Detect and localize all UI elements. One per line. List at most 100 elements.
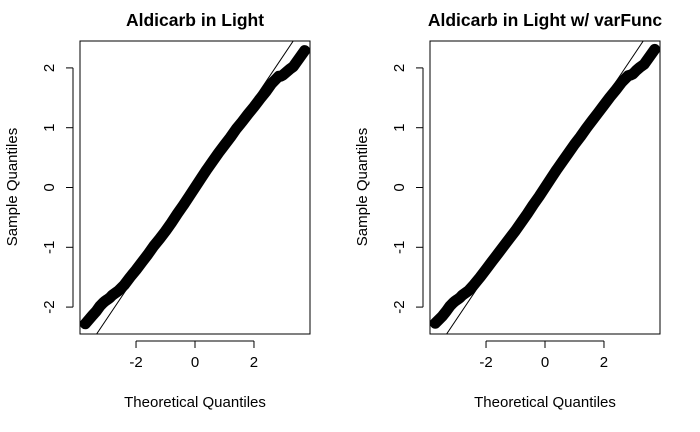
qq-point xyxy=(95,301,105,310)
qq-point xyxy=(120,280,129,290)
qq-point xyxy=(445,301,455,310)
qq-point xyxy=(635,63,645,72)
qq-point xyxy=(476,273,485,282)
qq-point-band xyxy=(80,45,310,330)
qq-point xyxy=(161,227,170,236)
qq-point xyxy=(243,109,253,119)
y-tick-label: -2 xyxy=(41,300,58,313)
plot-frame xyxy=(79,40,311,335)
y-tick-label: -2 xyxy=(391,300,408,313)
qq-point xyxy=(481,265,491,274)
qq-point xyxy=(487,257,497,266)
qq-point xyxy=(300,46,309,55)
qq-point xyxy=(131,265,141,275)
qq-point xyxy=(593,108,603,117)
plot-content xyxy=(430,41,660,334)
qq-point xyxy=(255,94,264,104)
qq-point xyxy=(442,307,451,316)
y-axis-label: Sample Quantiles xyxy=(4,128,21,246)
qq-point xyxy=(261,87,270,96)
qq-point xyxy=(576,132,585,141)
y-tick-label: -1 xyxy=(391,241,408,254)
qq-point xyxy=(179,201,188,210)
qq-point xyxy=(617,78,626,87)
qq-point xyxy=(149,242,158,251)
plot-content xyxy=(80,41,310,334)
qq-point xyxy=(185,192,194,201)
qq-point xyxy=(126,273,135,282)
qq-point xyxy=(517,218,526,227)
qq-point xyxy=(605,93,614,102)
qq-point xyxy=(650,45,659,54)
y-tick-label: 0 xyxy=(391,183,408,191)
qq-point xyxy=(190,183,200,192)
y-tick-label: 0 xyxy=(41,183,58,191)
plot-frame xyxy=(429,40,661,335)
qq-point xyxy=(529,200,538,209)
x-tick-label: -2 xyxy=(479,354,492,371)
qq-point xyxy=(552,165,561,174)
x-tick-label: 0 xyxy=(541,354,549,371)
qq-point xyxy=(114,286,123,296)
y-tick-label: 1 xyxy=(391,124,408,132)
y-tick-label: 2 xyxy=(41,64,58,72)
qq-point xyxy=(238,117,247,126)
qq-point xyxy=(464,286,473,296)
qq-point xyxy=(108,291,117,300)
qq-point xyxy=(599,100,609,110)
panel-left: Aldicarb in Light -2 0 2 -2 -1 0 1 2 Theoretica… xyxy=(4,10,311,411)
qq-point xyxy=(208,157,217,166)
qq-point xyxy=(173,209,182,218)
x-tick-label: 0 xyxy=(191,354,199,371)
qq-point xyxy=(137,258,147,267)
qq-point xyxy=(582,124,591,133)
qq-point xyxy=(167,218,176,227)
qq-point xyxy=(611,85,620,95)
qq-point xyxy=(226,133,235,142)
qq-point xyxy=(511,226,520,235)
qq-point xyxy=(470,280,479,289)
qq-point xyxy=(214,148,223,157)
qq-point xyxy=(267,79,276,88)
qq-point xyxy=(81,319,90,328)
x-tick-label: 2 xyxy=(250,354,258,371)
qq-point xyxy=(639,60,649,69)
qq-point xyxy=(499,242,508,251)
y-tick-label: -1 xyxy=(41,241,58,254)
panel-right: Aldicarb in Light w/ varFunc -2 0 2 -2 -1 0 1 2… xyxy=(354,10,662,411)
panel-title: Aldicarb in Light xyxy=(126,10,264,30)
qq-point xyxy=(289,62,298,71)
qq-point xyxy=(202,165,211,174)
qq-point xyxy=(455,293,465,302)
panel-title: Aldicarb in Light w/ varFunc xyxy=(428,10,663,30)
qq-point xyxy=(431,319,440,328)
x-axis-label: Theoretical Quantiles xyxy=(124,394,266,411)
qq-point xyxy=(232,124,241,133)
qq-point xyxy=(505,234,514,243)
qq-point xyxy=(249,102,259,111)
qq-point xyxy=(570,140,579,149)
qq-point xyxy=(493,249,502,258)
qq-point xyxy=(523,209,532,218)
y-tick-label: 2 xyxy=(391,64,408,72)
qq-point xyxy=(196,174,205,183)
qq-point xyxy=(535,192,544,201)
qq-point xyxy=(546,174,555,183)
x-tick-label: -2 xyxy=(129,354,142,371)
qq-point xyxy=(155,234,164,244)
x-tick-label: 2 xyxy=(600,354,608,371)
plot-area: -2 0 2 -2 -1 0 1 2 xyxy=(41,40,311,371)
y-axis-label: Sample Quantiles xyxy=(354,128,371,246)
qq-point xyxy=(272,74,281,83)
qq-point xyxy=(143,250,152,259)
y-tick-label: 1 xyxy=(41,124,58,132)
qq-point xyxy=(220,140,229,150)
qq-point xyxy=(558,157,567,166)
x-axis-label: Theoretical Quantiles xyxy=(474,394,616,411)
qq-point xyxy=(105,293,115,302)
qq-point xyxy=(588,116,597,125)
qq-point xyxy=(92,307,101,316)
qq-point xyxy=(540,183,550,192)
